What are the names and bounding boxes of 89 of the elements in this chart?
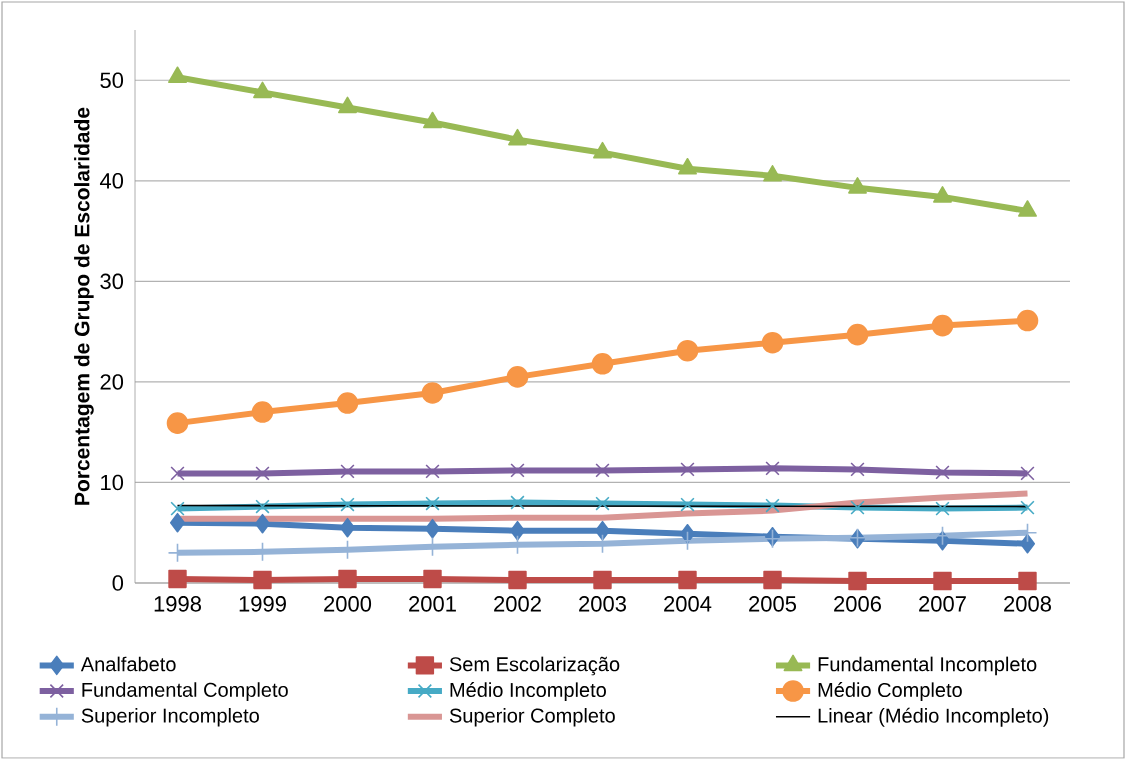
point — [765, 461, 780, 476]
y-tick-label: 0 — [112, 575, 124, 591]
point — [594, 520, 611, 541]
y-tick-label: 50 — [100, 72, 124, 89]
x-tick-label: 2001 — [409, 596, 456, 612]
x-tick-label: 2000 — [324, 596, 372, 612]
legend-label: Superior Completo — [449, 707, 615, 727]
point — [763, 164, 782, 182]
point — [1020, 466, 1035, 481]
legend-label: Fundamental Incompleto — [818, 656, 1037, 676]
point — [169, 512, 186, 533]
x-tick-label: 2002 — [494, 596, 541, 612]
point — [765, 498, 780, 513]
x-tick-label: 2003 — [579, 596, 626, 612]
point — [510, 463, 525, 478]
point — [168, 66, 187, 84]
point — [935, 501, 950, 516]
point — [251, 401, 274, 423]
point — [424, 518, 441, 539]
point — [340, 497, 355, 512]
x-tick-label: 2007 — [919, 596, 966, 612]
point — [170, 466, 185, 481]
legend-label: Médio Incompleto — [450, 682, 606, 701]
point — [931, 314, 954, 337]
legend-label: Fundamental Completo — [82, 682, 288, 701]
x-tick-label: 1999 — [239, 596, 286, 612]
x-tick-label: 2008 — [1004, 596, 1051, 612]
x-tick-label: 2006 — [834, 596, 881, 612]
legend-label: Linear (Médio Incompleto) — [818, 707, 1049, 727]
point — [253, 81, 272, 99]
point — [678, 570, 697, 590]
point — [423, 111, 442, 129]
y-axis-title: Porcentagem de Grupo de Escolaridade — [74, 107, 94, 505]
point — [338, 96, 357, 114]
point — [1019, 533, 1036, 554]
point — [340, 464, 355, 479]
legend-label: Analfabeto — [80, 656, 176, 672]
point — [850, 462, 865, 477]
legend-label: Superior Incompleto — [81, 707, 259, 727]
point — [168, 569, 187, 589]
point — [509, 520, 526, 541]
point — [255, 466, 270, 481]
point — [425, 464, 440, 479]
point — [253, 570, 272, 590]
point — [593, 570, 612, 590]
point — [848, 177, 867, 194]
y-tick-label: 10 — [101, 474, 124, 491]
point — [508, 128, 527, 146]
y-tick-label: 20 — [100, 374, 124, 390]
point — [508, 570, 527, 590]
point — [425, 496, 440, 511]
point — [339, 517, 356, 538]
point — [423, 569, 442, 589]
point — [510, 495, 525, 510]
point — [1018, 571, 1037, 591]
y-tick-label: 30 — [100, 273, 124, 290]
point — [421, 382, 444, 404]
point — [170, 501, 185, 516]
x-tick-label: 1998 — [154, 596, 201, 612]
x-tick-label: 2004 — [664, 596, 712, 612]
point — [1020, 500, 1035, 515]
point — [595, 496, 610, 511]
point — [846, 323, 869, 346]
point — [850, 500, 865, 515]
point — [166, 412, 189, 434]
x-tick-label: 2005 — [749, 596, 797, 612]
point — [336, 392, 359, 414]
point — [1016, 309, 1039, 332]
point — [848, 571, 867, 591]
point — [254, 513, 271, 534]
point — [338, 569, 357, 589]
point — [935, 465, 950, 480]
y-tick-label: 40 — [99, 173, 124, 189]
point — [680, 462, 695, 477]
point — [1018, 200, 1037, 217]
point — [255, 499, 270, 514]
point — [763, 570, 782, 590]
point — [933, 571, 952, 591]
point — [933, 186, 952, 203]
legend-label: Sem Escolarização — [449, 656, 620, 676]
point — [595, 463, 610, 478]
point — [593, 141, 612, 159]
point — [591, 353, 614, 375]
point — [761, 331, 784, 354]
point — [678, 157, 697, 175]
point — [680, 497, 695, 512]
point — [676, 339, 699, 362]
legend-label: Médio Completo — [818, 682, 962, 701]
point — [506, 366, 529, 388]
